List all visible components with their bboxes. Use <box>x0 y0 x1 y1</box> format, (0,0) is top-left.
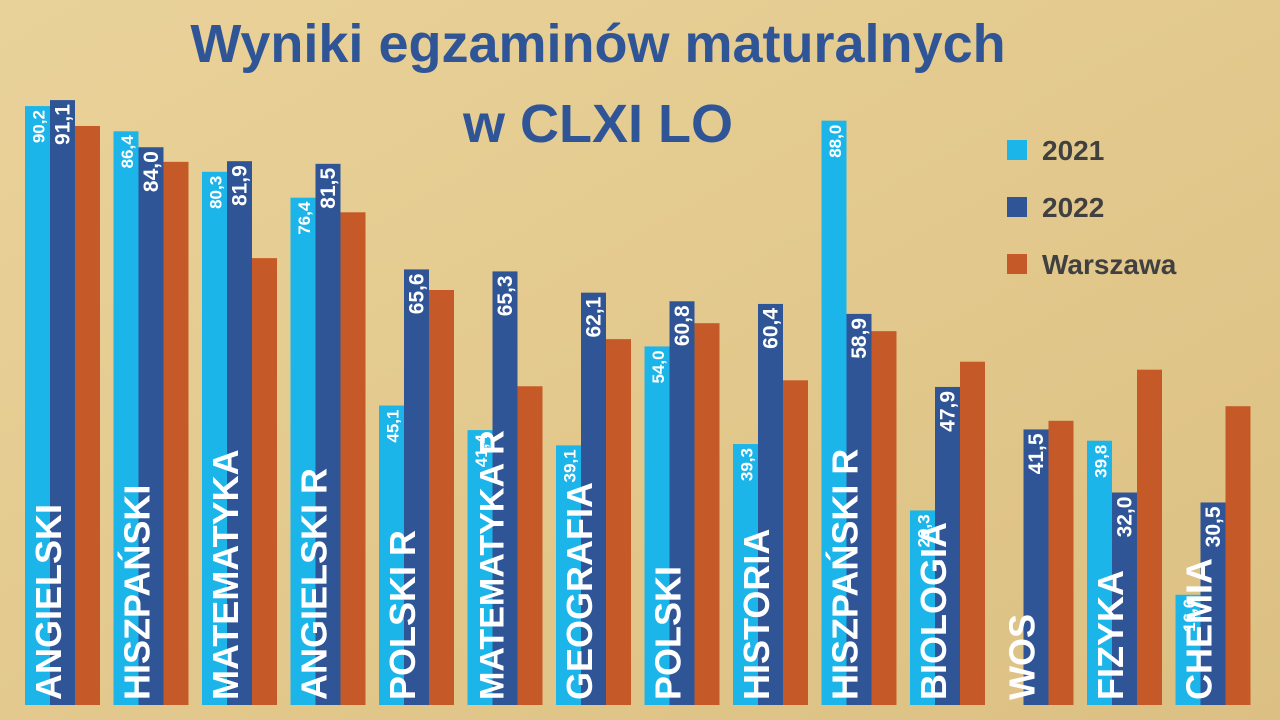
bar <box>379 405 404 705</box>
bar <box>910 510 935 705</box>
bar <box>202 171 227 706</box>
legend-label: Warszawa <box>1042 249 1177 280</box>
legend-label: 2021 <box>1042 135 1104 166</box>
bar <box>694 323 720 705</box>
bar <box>1175 594 1201 705</box>
bar <box>935 386 960 705</box>
data-label: 39,8 <box>1092 445 1111 478</box>
data-label: 60,8 <box>671 305 694 346</box>
legend-label: 2022 <box>1042 192 1104 223</box>
data-label: 60,4 <box>760 308 783 349</box>
bar <box>492 271 518 705</box>
category-label: ANGIELSKI <box>28 504 69 700</box>
bar <box>606 339 631 705</box>
bar <box>871 331 897 705</box>
bar <box>25 106 50 705</box>
bar <box>581 292 606 705</box>
bar <box>1137 369 1162 705</box>
data-label: 58,9 <box>848 318 871 359</box>
data-label: 16,6 <box>1180 599 1199 632</box>
legend-swatch <box>1007 254 1027 274</box>
chart-title: Wyniki egzaminów maturalnych <box>190 14 1005 74</box>
data-label: 30,5 <box>1202 506 1225 547</box>
data-label: 86,4 <box>118 135 137 169</box>
data-label: 65,6 <box>406 273 429 314</box>
data-label: 76,4 <box>295 201 314 235</box>
bar <box>163 161 189 705</box>
bar <box>846 313 872 705</box>
data-label: 84,0 <box>140 151 163 192</box>
data-label: 90,2 <box>30 110 49 143</box>
data-label: 39,1 <box>561 449 580 482</box>
category-label: GEOGRAFIA <box>559 482 600 700</box>
bar <box>960 361 985 705</box>
data-label: 88,0 <box>826 125 845 158</box>
bar <box>404 269 429 705</box>
category-label: MATEMATYKA R <box>474 430 512 700</box>
data-label: 41,4 <box>472 434 491 468</box>
bar <box>75 125 100 705</box>
data-label: 91,1 <box>52 104 75 145</box>
bar <box>429 290 454 705</box>
bar <box>252 258 277 705</box>
category-label: POLSKI <box>648 566 689 700</box>
data-label: 80,3 <box>207 176 226 209</box>
data-label: 29,3 <box>915 514 934 547</box>
category-label: POLSKI R <box>382 530 423 700</box>
data-label: 54,0 <box>649 350 668 383</box>
data-label: 81,9 <box>229 165 252 206</box>
category-label: MATEMATYKA <box>205 449 246 700</box>
category-label: BIOLOGIA <box>913 522 954 700</box>
category-label: CHEMIA <box>1179 558 1220 700</box>
data-label: 65,3 <box>494 275 517 316</box>
bar <box>1225 406 1251 705</box>
category-label: WOS <box>1002 614 1043 700</box>
bar <box>1087 440 1112 705</box>
bar <box>783 380 808 705</box>
bar <box>227 161 252 705</box>
category-label: ANGIELSKI R <box>294 468 335 700</box>
category-label: HISZPAŃSKI R <box>825 449 866 700</box>
bar <box>1200 502 1226 705</box>
legend-swatch <box>1007 140 1027 160</box>
bar <box>821 120 847 706</box>
data-label: 32,0 <box>1114 497 1137 538</box>
bar <box>50 100 75 705</box>
bar <box>644 346 670 705</box>
bar <box>113 131 139 705</box>
bar <box>669 301 695 705</box>
bar <box>138 147 164 706</box>
bar <box>467 430 493 705</box>
data-label: 39,3 <box>738 448 757 481</box>
bar <box>556 445 581 705</box>
bar <box>340 212 366 705</box>
bar <box>290 197 316 706</box>
bar <box>315 163 341 706</box>
data-label: 41,5 <box>1025 433 1048 474</box>
data-label: 47,9 <box>937 391 960 432</box>
bar <box>1112 492 1137 705</box>
category-label: HISTORIA <box>736 529 777 700</box>
category-label: FIZYKA <box>1090 570 1131 700</box>
bar <box>758 303 783 705</box>
data-label: 81,5 <box>317 168 340 209</box>
data-label: 62,1 <box>583 296 606 337</box>
bar <box>517 386 543 705</box>
bar <box>1023 429 1049 705</box>
category-label: HISZPAŃSKI <box>117 485 158 700</box>
legend-swatch <box>1007 197 1027 217</box>
data-label: 45,1 <box>384 410 403 443</box>
chart-title: w CLXI LO <box>462 94 733 154</box>
bar <box>733 444 758 705</box>
bar <box>1048 420 1074 705</box>
